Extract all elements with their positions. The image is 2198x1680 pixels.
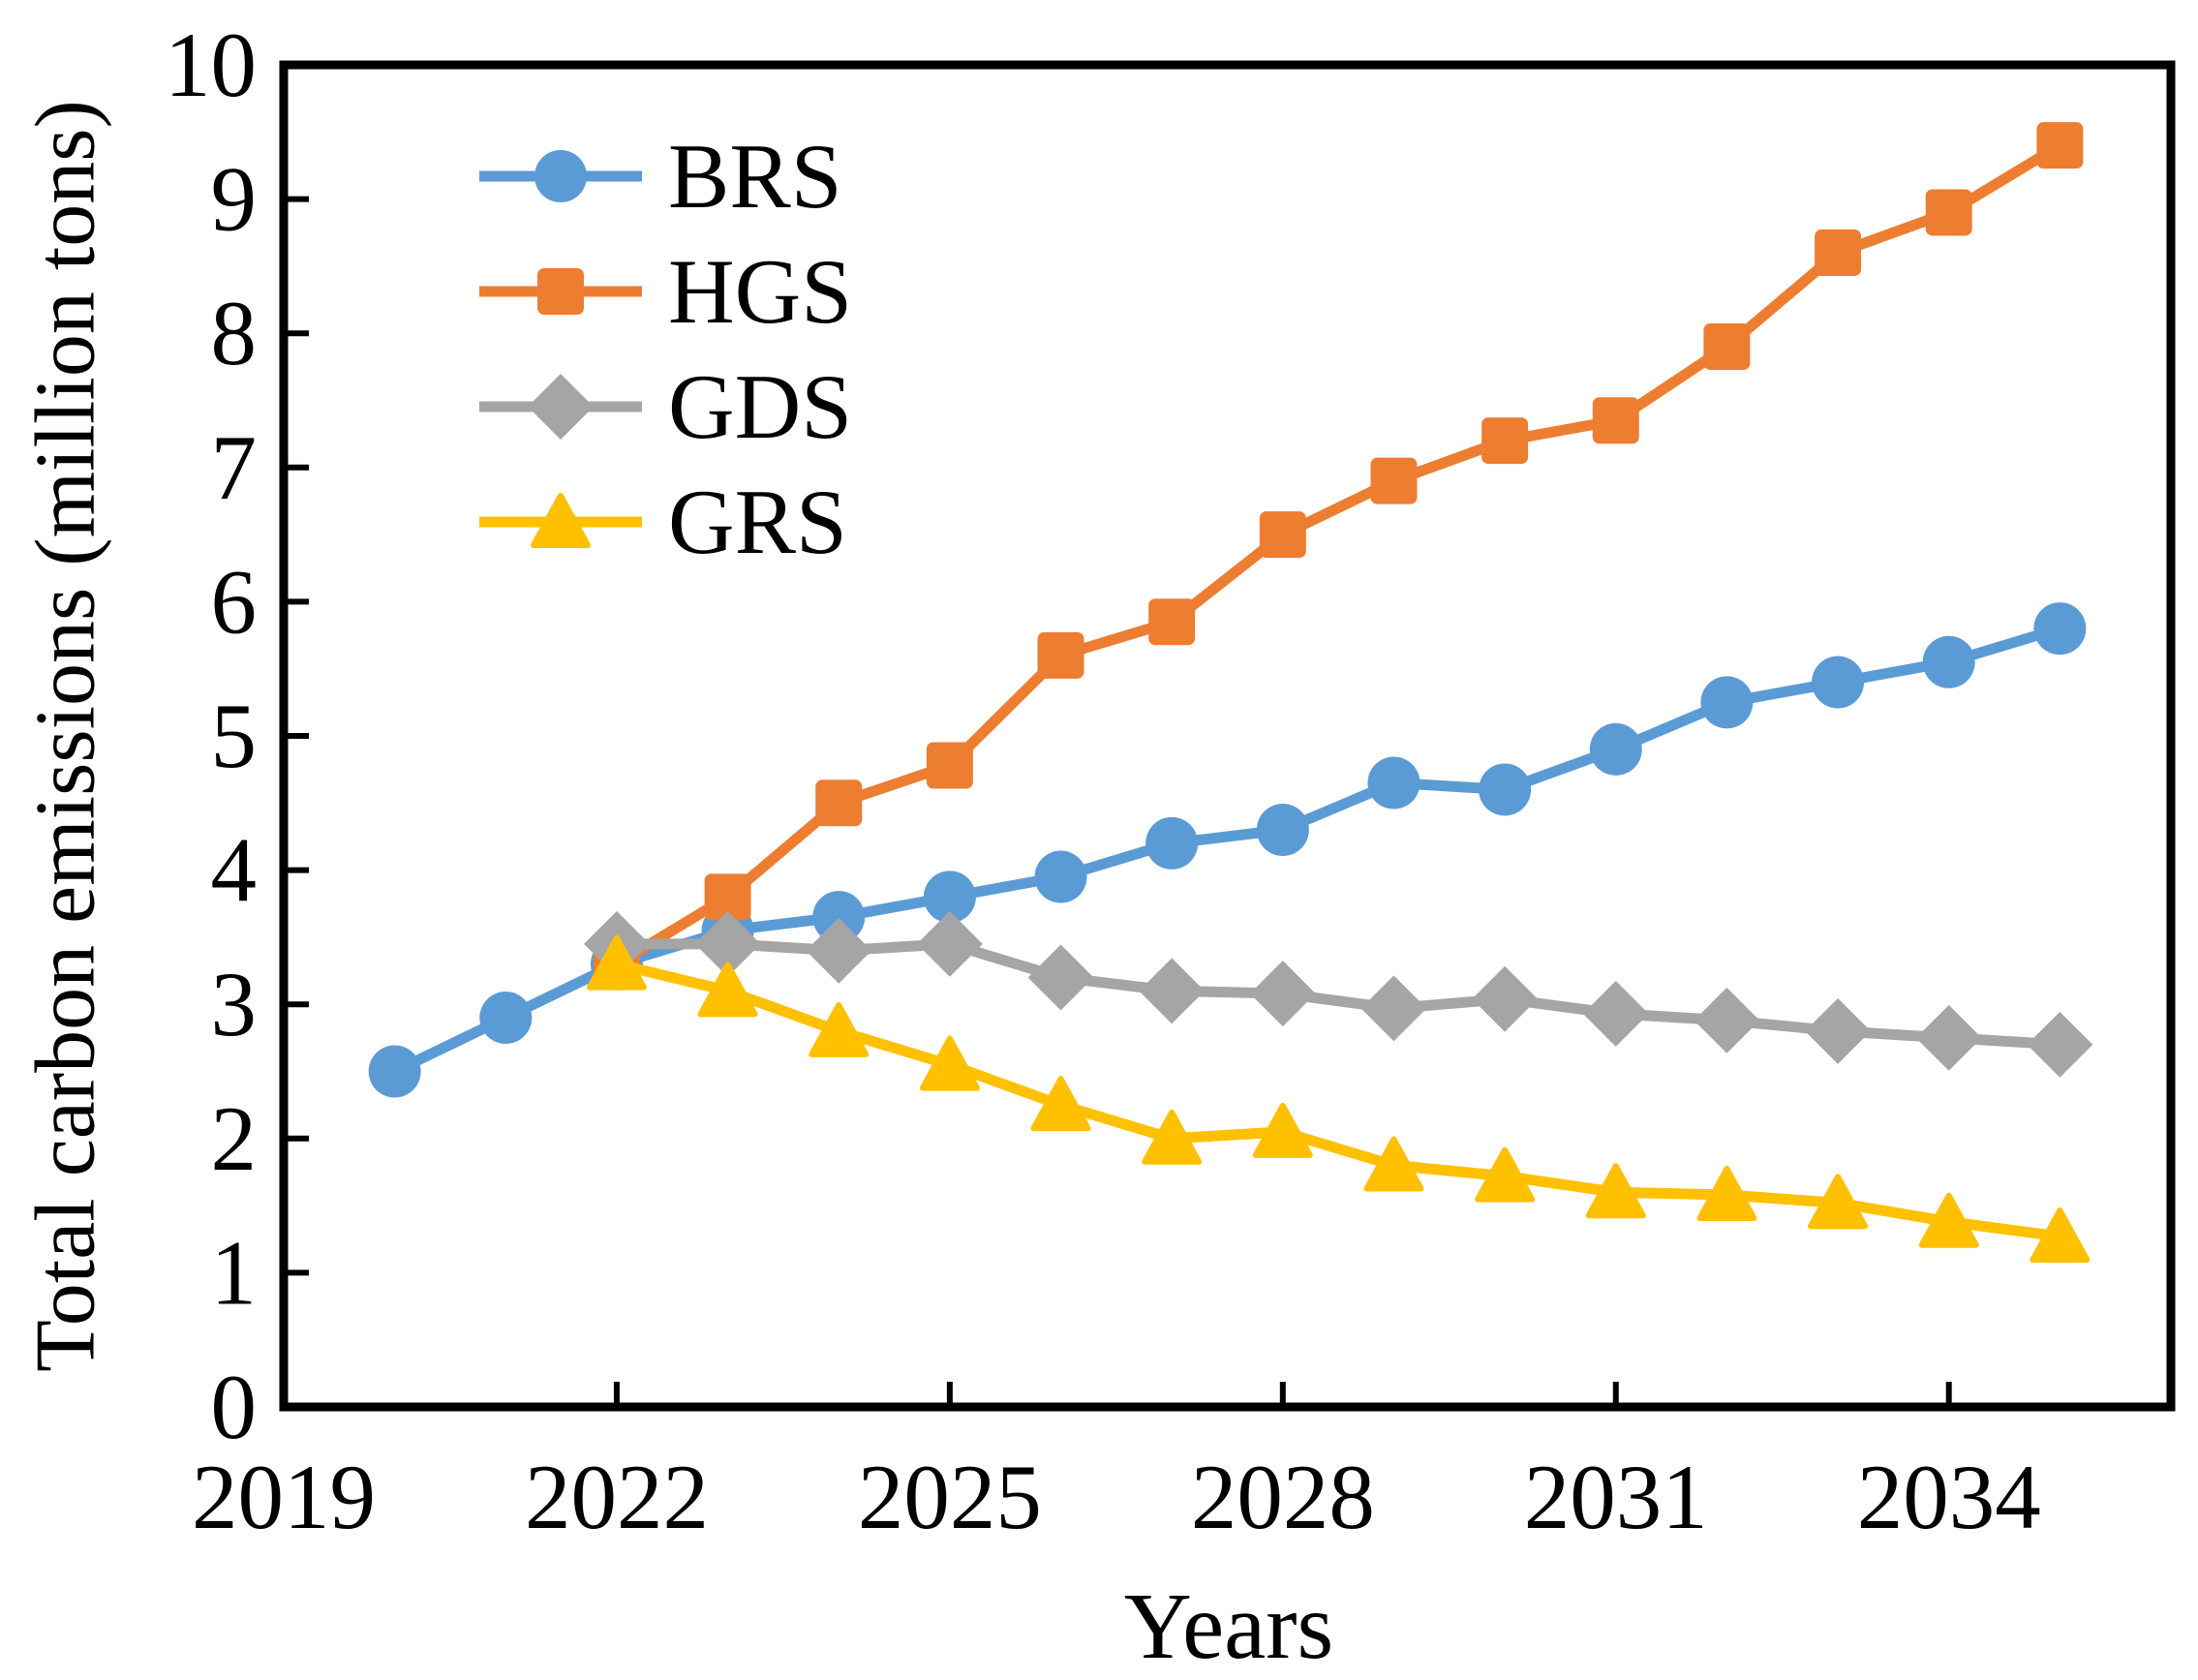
series-BRS-marker bbox=[1812, 656, 1865, 709]
legend-marker-HGS bbox=[537, 268, 584, 315]
series-GRS-marker bbox=[2030, 1207, 2091, 1263]
series-BRS-marker bbox=[2033, 602, 2087, 656]
series-GDS-marker bbox=[916, 910, 983, 977]
series-HGS-marker bbox=[1703, 323, 1751, 371]
series-GRS-marker bbox=[586, 934, 647, 991]
series-BRS-marker bbox=[1922, 635, 1975, 688]
legend-marker-GRS bbox=[531, 493, 591, 548]
series-HGS-marker bbox=[1370, 457, 1418, 504]
series-BRS-marker bbox=[812, 891, 866, 944]
series-GDS-marker bbox=[1915, 1004, 1982, 1071]
y-tick-label: 4 bbox=[211, 819, 258, 922]
series-BRS-marker bbox=[1145, 816, 1199, 870]
series-GDS-marker bbox=[1139, 958, 1206, 1024]
series-BRS-marker bbox=[1367, 756, 1420, 809]
series-GRS-marker bbox=[1585, 1163, 1646, 1219]
y-tick-label: 1 bbox=[211, 1221, 258, 1324]
series-BRS-line bbox=[392, 623, 2061, 1077]
series-GDS-marker bbox=[694, 910, 761, 977]
series-BRS-marker bbox=[923, 871, 976, 924]
series-GRS-marker bbox=[1363, 1136, 1424, 1192]
series-GRS-marker bbox=[1696, 1166, 1757, 1222]
series-GDS-marker bbox=[1472, 965, 1539, 1032]
y-tick-label: 5 bbox=[211, 685, 258, 787]
x-tick-label: 2031 bbox=[1524, 1446, 1708, 1548]
y-tick-label: 7 bbox=[211, 416, 258, 519]
y-tick-label: 0 bbox=[211, 1356, 258, 1458]
series-GDS-marker bbox=[806, 917, 872, 984]
series-BRS-marker bbox=[1256, 804, 1309, 857]
series-HGS-marker bbox=[815, 779, 863, 827]
legend-marker-GDS bbox=[528, 374, 594, 440]
series-GRS-marker bbox=[1252, 1102, 1313, 1158]
series-HGS-marker bbox=[1037, 631, 1084, 679]
x-axis-title: Years bbox=[1124, 1574, 1334, 1678]
series-HGS-marker bbox=[926, 742, 973, 789]
series-GRS-marker bbox=[697, 962, 758, 1018]
y-tick-label: 10 bbox=[165, 14, 257, 116]
y-tick-label: 6 bbox=[211, 550, 258, 653]
series-BRS-marker bbox=[1034, 850, 1087, 903]
series-HGS-marker bbox=[1592, 397, 1639, 444]
legend-label-GRS: GRS bbox=[668, 471, 847, 573]
series-HGS-marker bbox=[1925, 189, 1972, 236]
series-GRS-marker bbox=[1808, 1174, 1869, 1230]
y-tick-label: 9 bbox=[211, 148, 258, 251]
y-tick-label: 3 bbox=[211, 953, 258, 1055]
legend-label-GDS: GDS bbox=[668, 355, 852, 458]
y-axis-title: Total carbon emissions (million tons) bbox=[19, 100, 113, 1372]
series-GDS-marker bbox=[2027, 1011, 2093, 1078]
series-GRS-marker bbox=[809, 1001, 870, 1057]
plot-frame bbox=[279, 60, 2176, 1412]
series-BRS-marker bbox=[1700, 676, 1754, 729]
x-tick-label: 2019 bbox=[192, 1446, 376, 1548]
series-HGS-marker bbox=[1815, 229, 1862, 277]
x-tick-label: 2034 bbox=[1857, 1446, 2041, 1548]
series-GRS-marker bbox=[1918, 1192, 1979, 1248]
series-GDS-marker bbox=[1360, 975, 1427, 1042]
x-tick-label: 2028 bbox=[1191, 1446, 1375, 1548]
series-BRS-marker bbox=[368, 1045, 421, 1098]
series-GDS-marker bbox=[1582, 980, 1649, 1047]
series-GRS-marker bbox=[1142, 1109, 1203, 1165]
series-GDS-marker bbox=[1249, 961, 1316, 1027]
legend-label-BRS: BRS bbox=[668, 125, 842, 228]
x-tick-label: 2022 bbox=[525, 1446, 709, 1548]
series-HGS-marker bbox=[704, 873, 751, 921]
series-GRS-marker bbox=[919, 1035, 980, 1091]
series-GRS-marker bbox=[1475, 1146, 1536, 1203]
y-tick-label: 2 bbox=[211, 1087, 258, 1190]
series-BRS-marker bbox=[1589, 722, 1642, 776]
series-GDS-marker bbox=[1694, 987, 1760, 1054]
legend-marker-BRS bbox=[534, 150, 587, 202]
legend-label-HGS: HGS bbox=[668, 240, 852, 343]
series-BRS-marker bbox=[1479, 763, 1532, 816]
y-tick-label: 8 bbox=[211, 282, 258, 384]
series-HGS-marker bbox=[2036, 122, 2084, 169]
x-tick-label: 2025 bbox=[858, 1446, 1042, 1548]
series-HGS-marker bbox=[1148, 598, 1196, 646]
series-HGS-marker bbox=[1259, 511, 1306, 559]
series-HGS-marker bbox=[1481, 417, 1529, 465]
series-GDS-marker bbox=[1027, 944, 1094, 1011]
series-GRS-marker bbox=[1030, 1076, 1091, 1132]
series-BRS-marker bbox=[479, 992, 533, 1045]
series-GDS-marker bbox=[1805, 997, 1871, 1064]
